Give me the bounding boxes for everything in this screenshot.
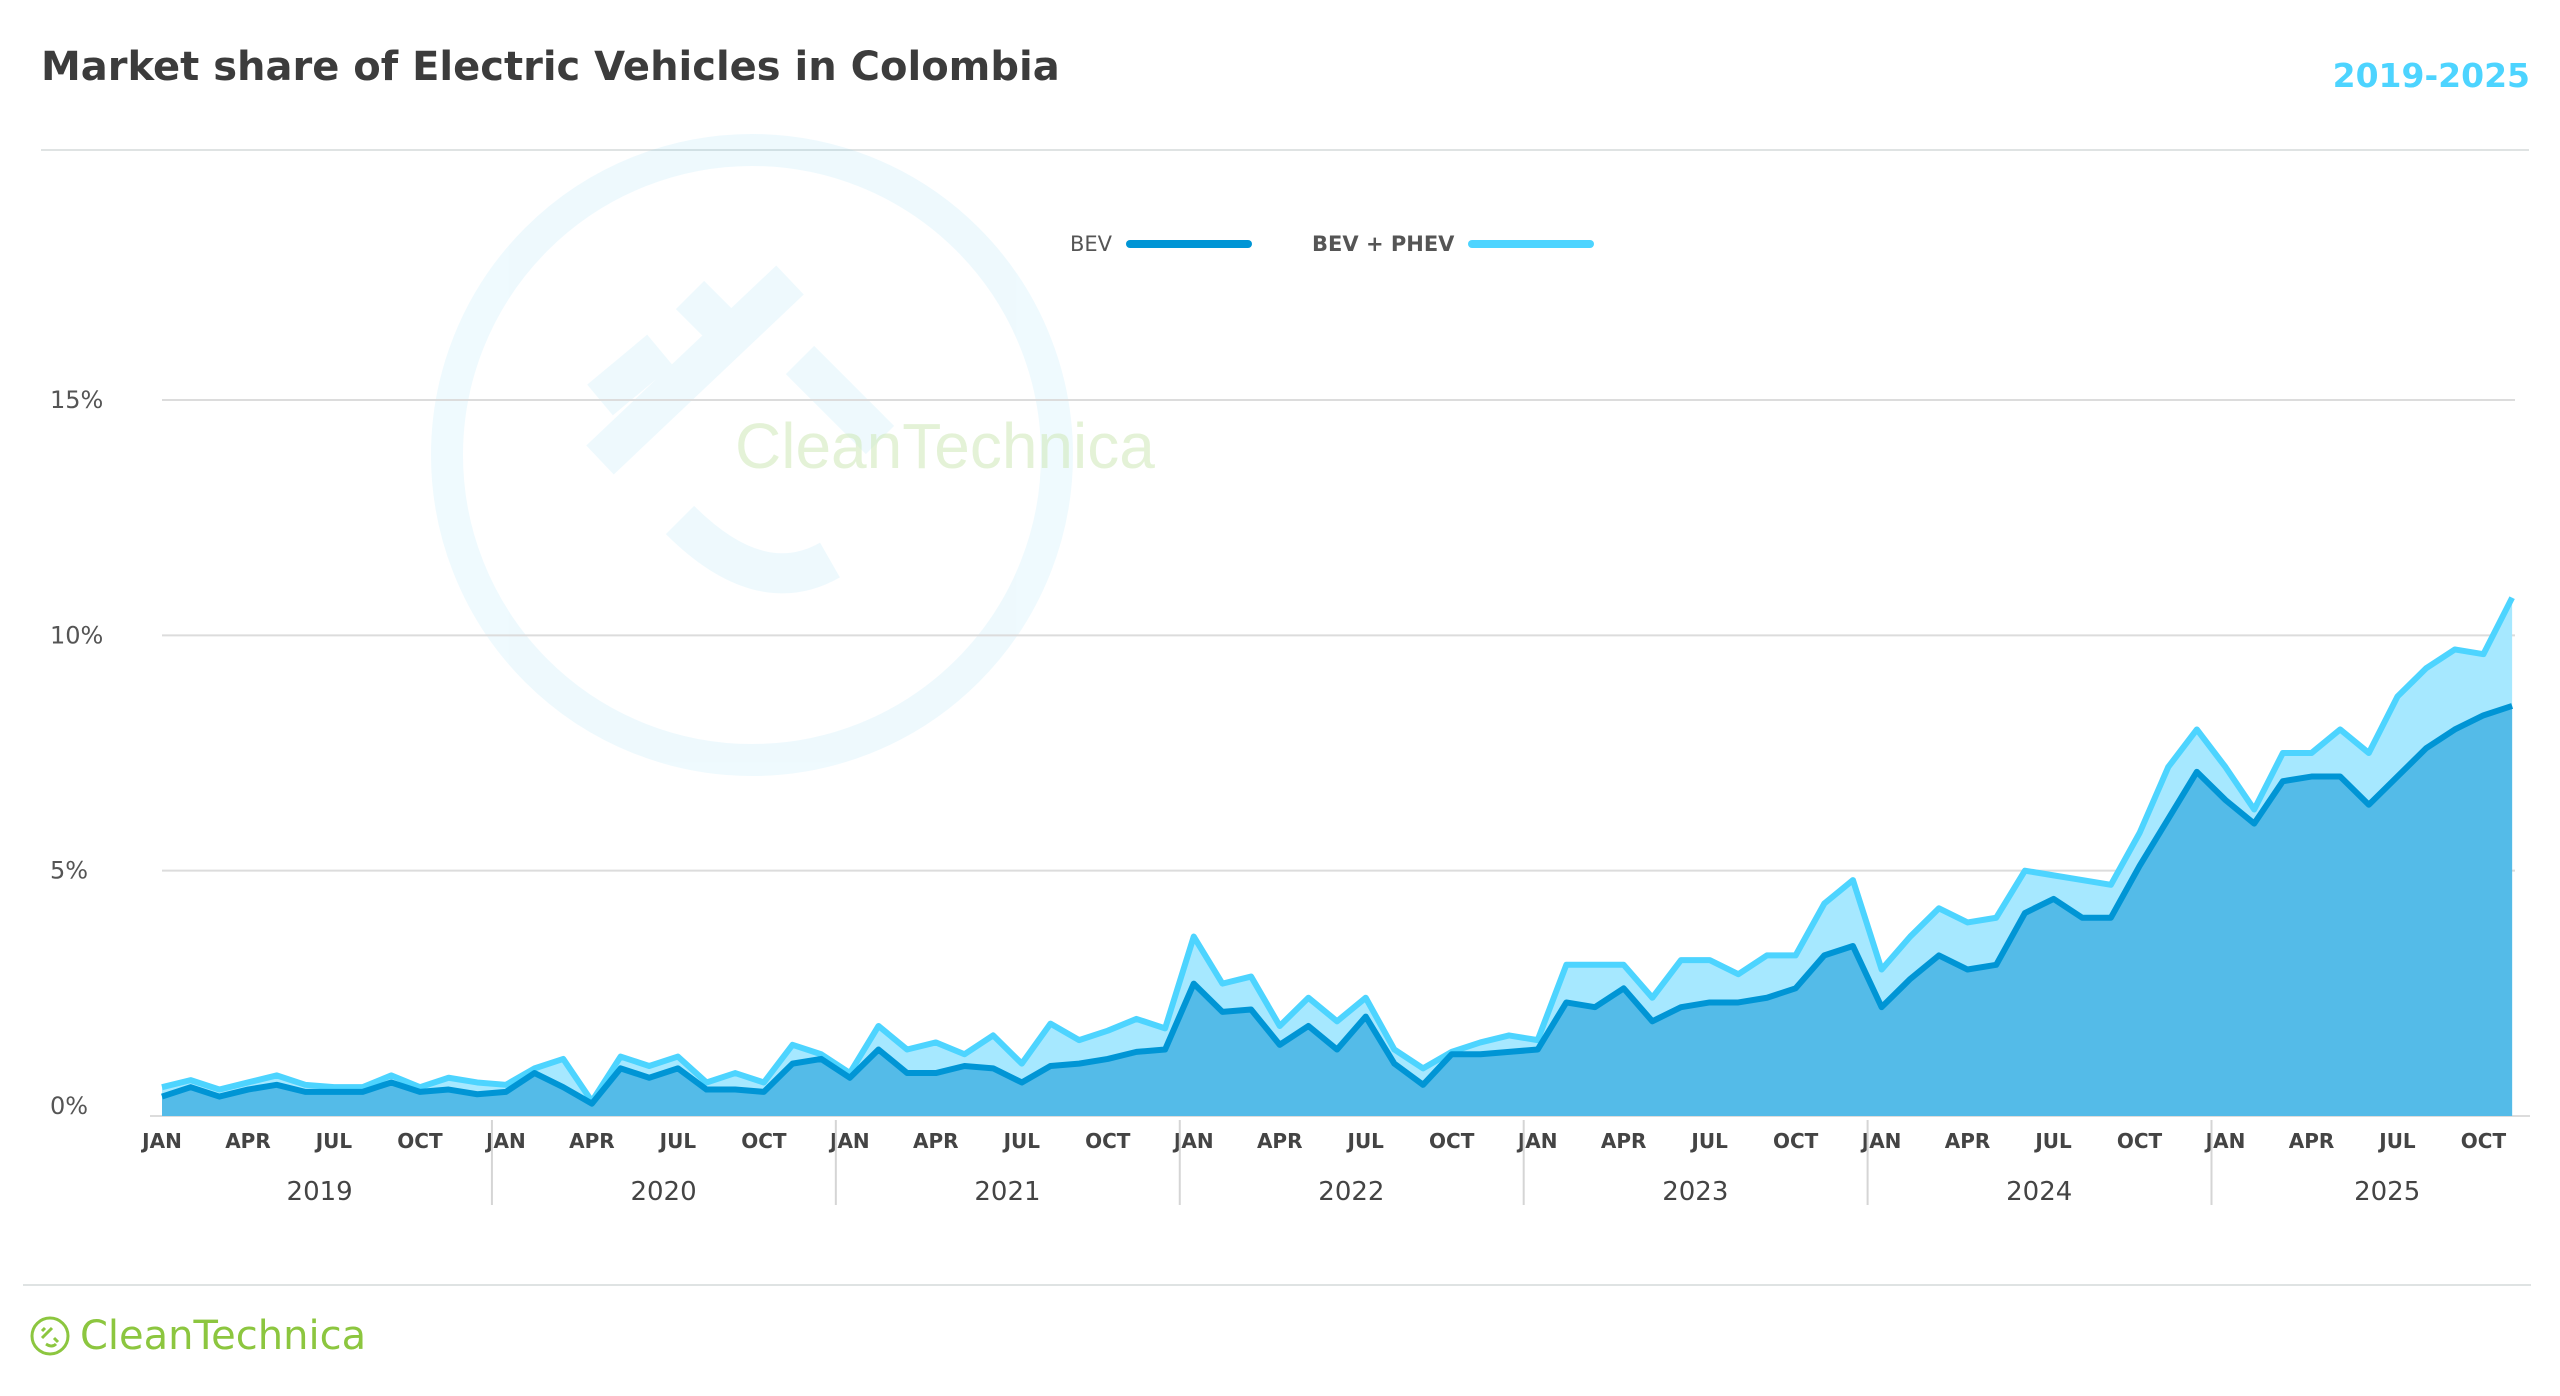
x-tick-label: JAN [1172,1129,1214,1153]
x-tick-label: OCT [397,1129,443,1153]
year-label: 2021 [974,1177,1040,1207]
x-tick-label: OCT [2461,1129,2507,1153]
x-tick-label: JUL [2033,1129,2072,1153]
watermark-circle [431,134,1073,776]
footer-logo: CleanTechnica [28,1313,366,1359]
header-divider [41,149,2529,151]
x-tick-label: JAN [140,1129,182,1153]
x-tick-label: JUL [658,1129,697,1153]
x-tick-label: JUL [314,1129,353,1153]
x-tick-label: JAN [1860,1129,1902,1153]
x-tick-label: JAN [828,1129,870,1153]
year-label: 2025 [2354,1177,2420,1207]
year-label: 2022 [1318,1177,1384,1207]
x-tick-label: APR [225,1129,271,1153]
x-tick-label: OCT [1429,1129,1475,1153]
watermark-plug-icon [586,265,895,594]
legend-swatch-bev [1126,240,1253,248]
x-tick-label: JUL [1689,1129,1728,1153]
legend-label-bev: BEV [1070,232,1113,256]
y-tick-label: 10% [50,621,103,649]
x-tick-label: OCT [1773,1129,1819,1153]
x-tick-label: APR [913,1129,959,1153]
x-tick-label: APR [1257,1129,1303,1153]
x-tick-label: APR [1945,1129,1991,1153]
legend-swatch-bev-phev [1468,240,1595,248]
date-range: 2019-2025 [2332,56,2530,95]
watermark-text: CleanTechnica [735,410,1155,482]
y-tick-label: 5% [50,857,88,885]
year-label: 2020 [630,1177,696,1207]
y-tick-label: 15% [50,386,103,414]
x-tick-label: OCT [2117,1129,2163,1153]
x-tick-label: JAN [1516,1129,1558,1153]
x-tick-label: APR [569,1129,615,1153]
y-tick-label: 0% [50,1092,88,1120]
x-tick-label: JUL [1002,1129,1041,1153]
watermark [431,134,1073,776]
x-tick-label: JUL [1346,1129,1385,1153]
x-tick-label: APR [1601,1129,1647,1153]
footer-logo-text: CleanTechnica [80,1313,367,1359]
chart-title: Market share of Electric Vehicles in Col… [41,44,1060,90]
x-tick-label: OCT [741,1129,787,1153]
legend: BEV BEV + PHEV [1070,232,1654,256]
x-tick-label: JAN [2204,1129,2246,1153]
year-label: 2019 [287,1177,353,1207]
legend-label-bev-phev: BEV + PHEV [1312,232,1455,256]
area-bev [162,705,2513,1116]
x-tick-label: APR [2289,1129,2335,1153]
x-tick-label: JAN [484,1129,526,1153]
footer-divider [23,1284,2531,1286]
year-label: 2023 [1662,1177,1728,1207]
x-tick-label: OCT [1085,1129,1131,1153]
cleantechnica-plug-icon [30,1316,70,1356]
year-label: 2024 [2006,1177,2072,1207]
x-tick-label: JUL [2377,1129,2416,1153]
